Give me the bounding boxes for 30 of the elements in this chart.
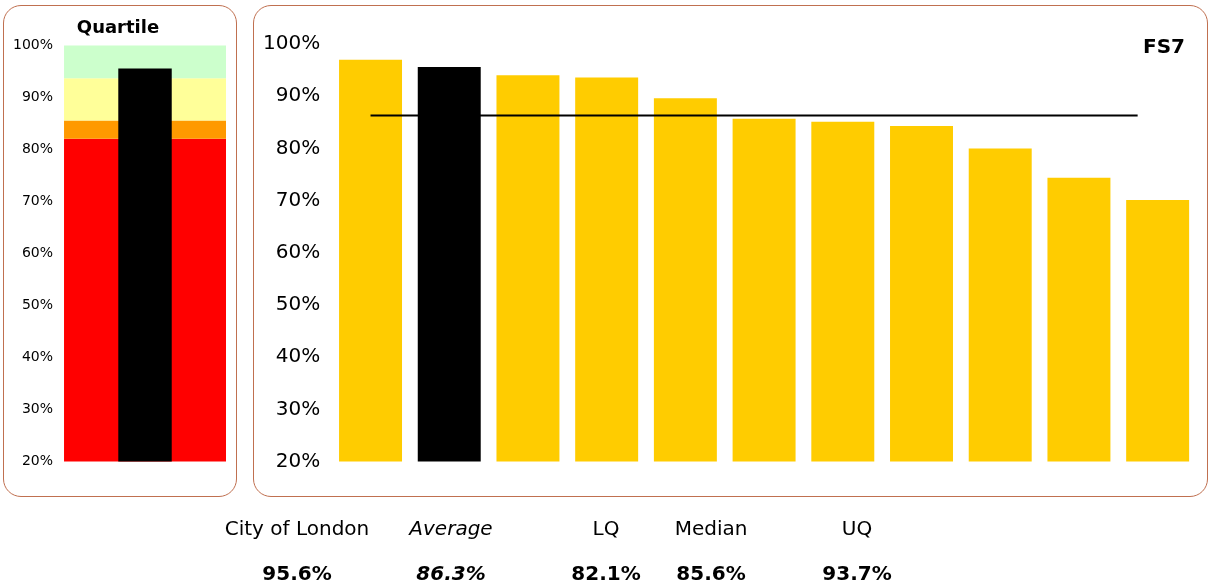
y-tick-label: 50% [275, 291, 321, 316]
y-tick-label: 50% [21, 296, 54, 313]
y-tick-label: 70% [275, 186, 321, 211]
y-tick-label: 80% [21, 140, 54, 157]
y-tick-label: 90% [275, 82, 321, 107]
y-tick-label: 30% [21, 400, 54, 417]
text: LQ [592, 516, 620, 540]
y-tick-label: 40% [275, 343, 321, 368]
y-tick-label: 100% [262, 30, 321, 55]
y-tick-label: 20% [21, 452, 54, 469]
text: UQ [840, 516, 874, 540]
y-tick-label: 70% [21, 192, 54, 209]
text: 86.3% [415, 561, 487, 585]
y-tick-label: 100% [12, 36, 54, 53]
text: 93.7% [821, 561, 893, 585]
y-tick-label: 60% [21, 244, 54, 261]
text: Median [673, 516, 749, 540]
y-tick-label: 80% [275, 134, 321, 159]
chart-title: Quartile [76, 16, 160, 38]
text: 95.6% [261, 561, 333, 585]
y-tick-label: 30% [275, 395, 321, 420]
y-tick-label: 40% [21, 348, 54, 365]
text: Average [409, 516, 493, 540]
y-tick-label: 60% [275, 239, 321, 263]
text: City of London [223, 516, 371, 540]
text: 82.1% [571, 561, 641, 585]
text: 85.6% [676, 561, 746, 585]
y-tick-label: 90% [21, 88, 54, 105]
chart-title: FS7 [1143, 34, 1185, 59]
y-tick-label: 20% [275, 447, 321, 472]
